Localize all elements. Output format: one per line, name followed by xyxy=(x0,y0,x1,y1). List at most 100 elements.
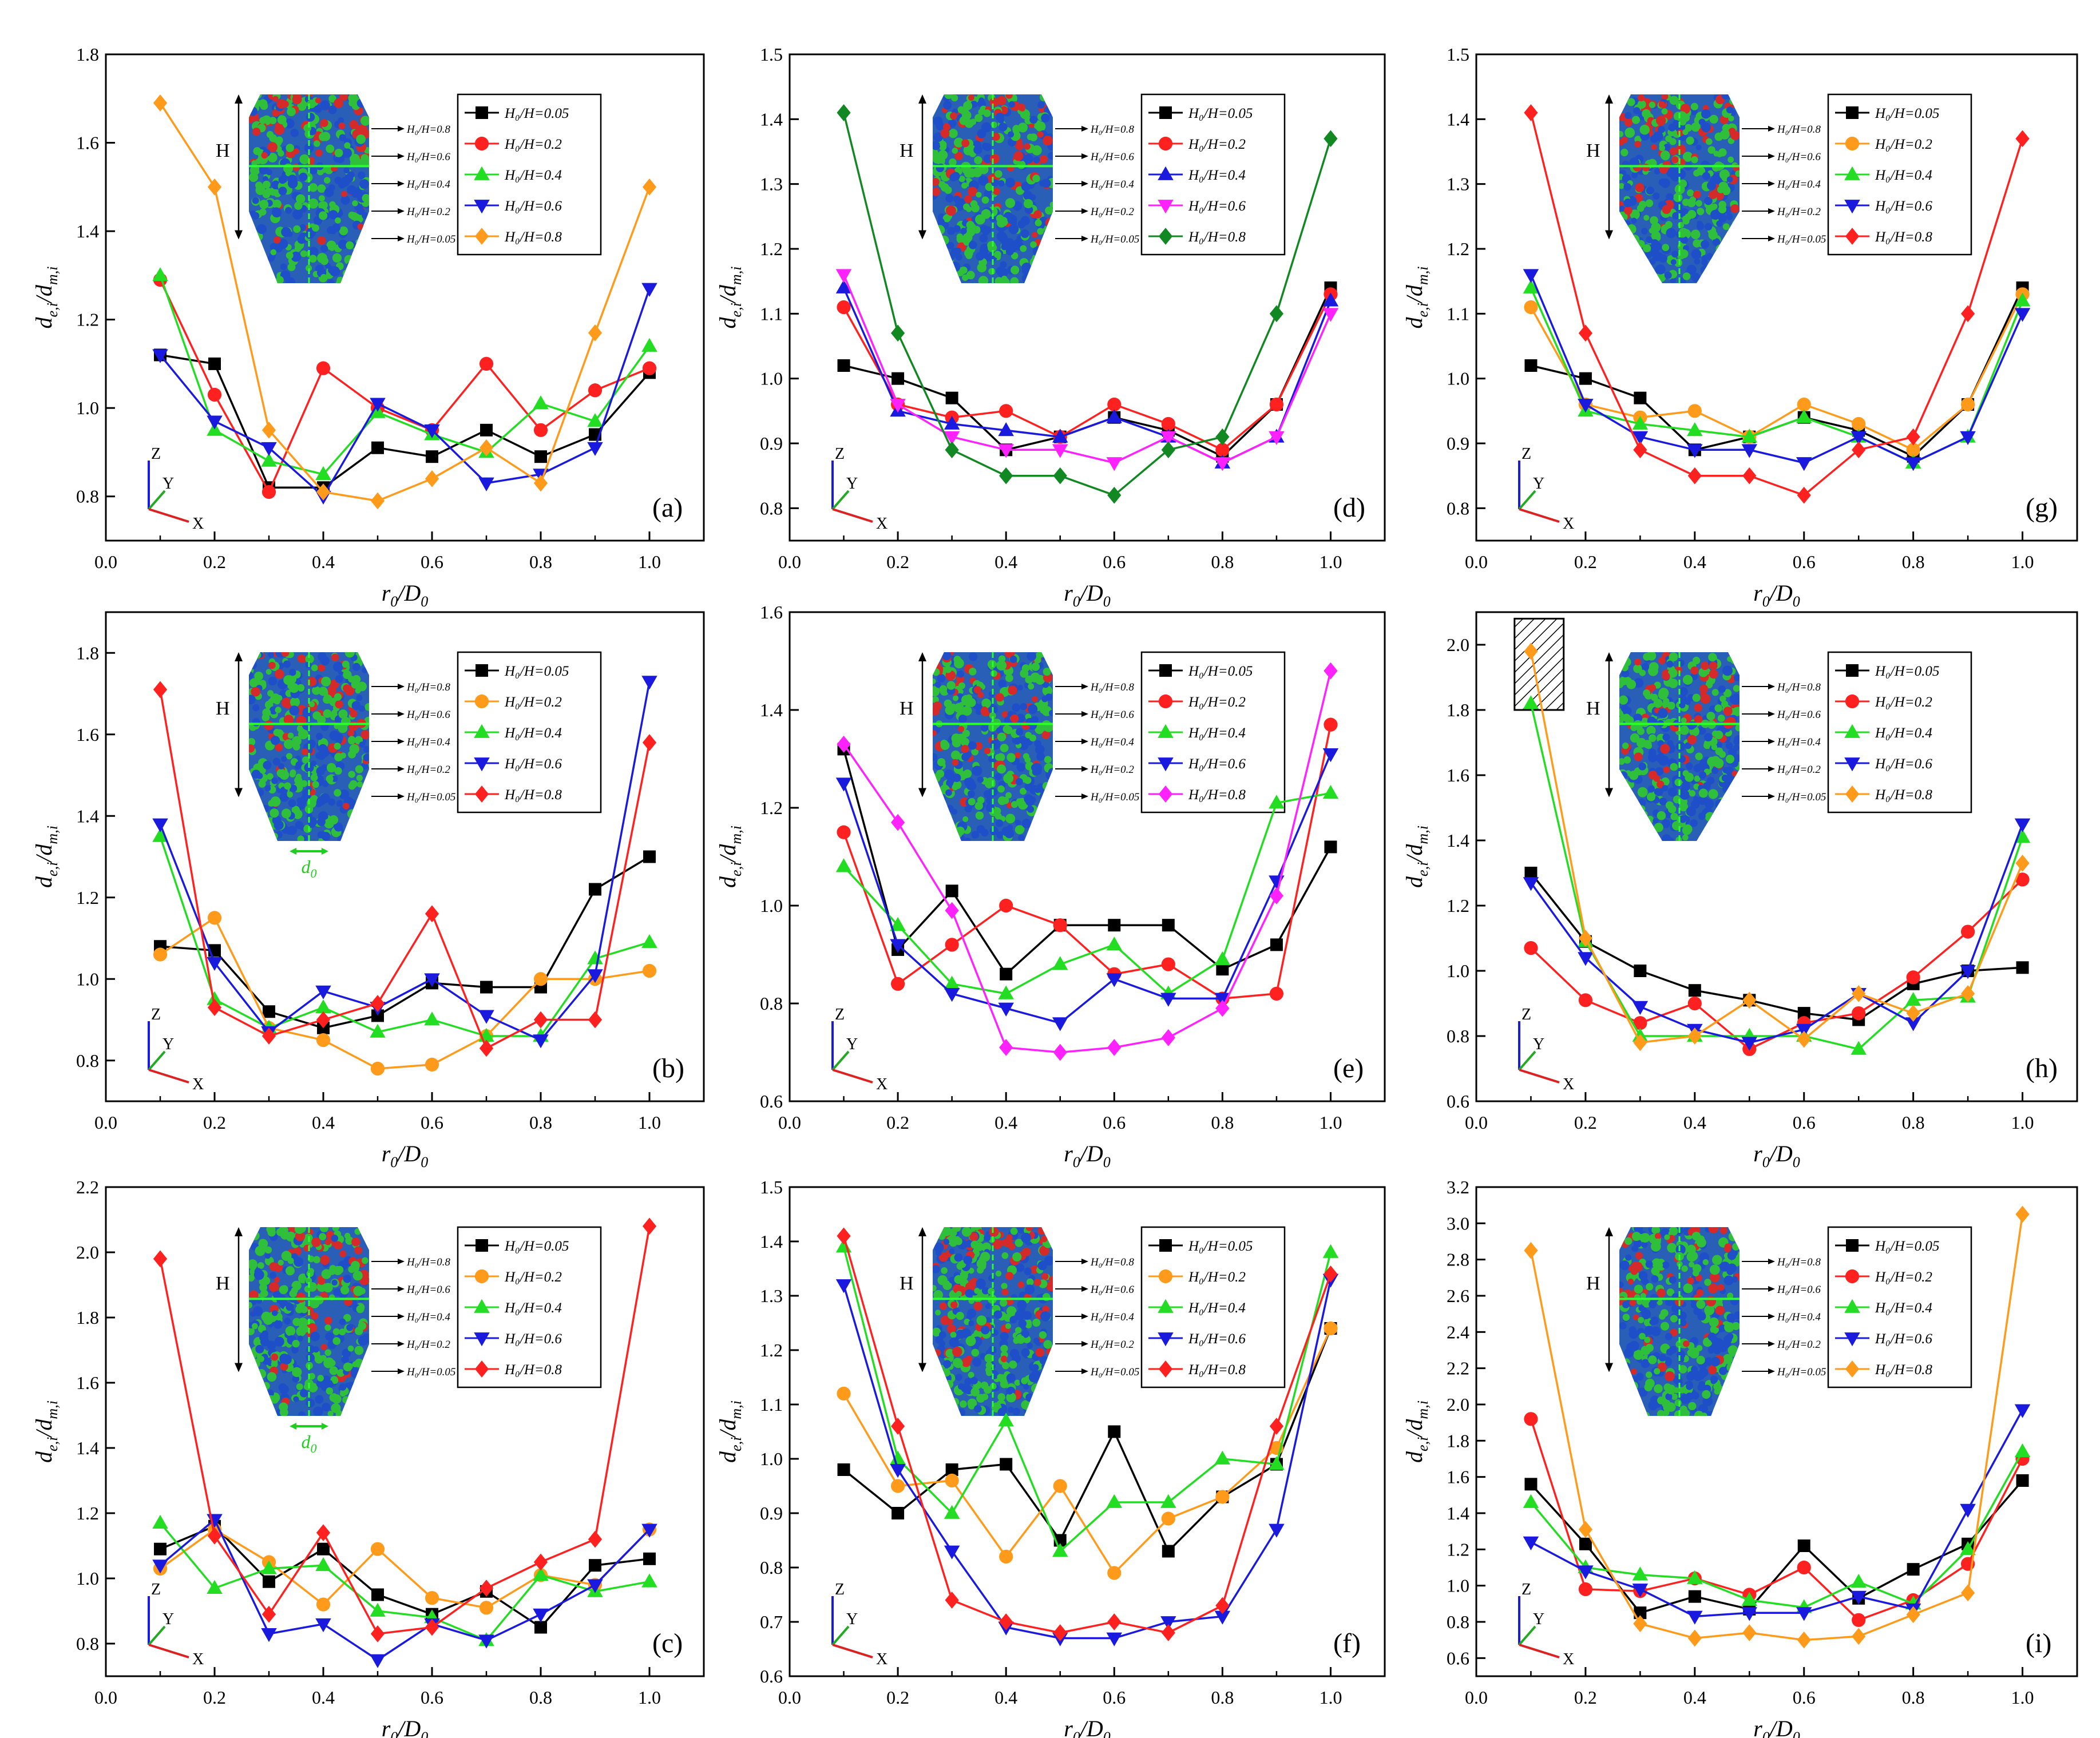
data-point xyxy=(1324,717,1338,732)
legend-entry: H₀/H=0.2 xyxy=(1188,695,1246,710)
level-label: H₀/H=0.6 xyxy=(1777,1284,1821,1296)
data-point xyxy=(1796,457,1812,471)
data-point xyxy=(1742,1624,1757,1641)
data-point xyxy=(533,474,548,492)
y-tick-label: 1.2 xyxy=(76,1503,99,1523)
data-point xyxy=(1053,1479,1067,1493)
data-point xyxy=(587,950,603,965)
legend-entry: H₀/H=0.4 xyxy=(1188,168,1246,183)
data-point xyxy=(1322,1244,1339,1258)
axis-y-label: Y xyxy=(846,475,858,493)
data-point xyxy=(1322,748,1339,763)
data-point xyxy=(425,470,439,487)
data-point xyxy=(478,477,494,491)
x-tick-label: 0.8 xyxy=(529,1112,552,1133)
y-axis-label: de,i/dm,i xyxy=(31,267,61,329)
x-tick-label: 0.2 xyxy=(886,1112,909,1133)
data-point xyxy=(1797,1560,1811,1575)
y-tick-label: 0.6 xyxy=(760,1666,783,1687)
legend-entry: H₀/H=0.4 xyxy=(1188,725,1246,741)
data-point xyxy=(999,898,1013,913)
data-point xyxy=(1523,695,1539,709)
legend-entry: H₀/H=0.2 xyxy=(1188,1269,1246,1285)
axis-z-label: Z xyxy=(835,1581,845,1598)
data-point xyxy=(890,977,905,991)
data-point xyxy=(261,421,276,439)
level-label: H₀/H=0.05 xyxy=(1090,233,1139,245)
data-point xyxy=(1269,1523,1285,1538)
y-tick-label: 1.2 xyxy=(760,239,783,259)
y-tick-label: 1.6 xyxy=(1447,765,1469,785)
data-point xyxy=(1797,1007,1810,1020)
legend: H₀/H=0.05 H₀/H=0.2 H₀/H=0.4 H₀/H=0.6 H₀/H=0.… xyxy=(1140,1226,1286,1388)
x-tick-label: 0.0 xyxy=(778,1687,801,1708)
data-point xyxy=(944,1545,960,1560)
data-point xyxy=(426,450,438,463)
data-point xyxy=(480,981,493,994)
data-point xyxy=(1687,996,1702,1011)
data-point xyxy=(152,818,168,832)
data-point xyxy=(641,676,657,690)
legend-entry: H₀/H=0.05 xyxy=(1875,664,1939,679)
level-label: H₀/H=0.4 xyxy=(1777,736,1821,748)
coordinate-axes-icon: ZY X xyxy=(831,445,887,533)
legend-entry: H₀/H=0.05 xyxy=(1188,106,1253,121)
data-point xyxy=(835,279,852,293)
data-point xyxy=(1742,991,1757,1009)
y-tick-label: 2.2 xyxy=(76,1177,99,1197)
data-point xyxy=(1960,431,1976,445)
axes-frame xyxy=(789,53,1386,542)
y-tick-label: 1.4 xyxy=(76,805,99,826)
data-point xyxy=(1106,973,1123,987)
data-point xyxy=(1107,1566,1122,1580)
level-label: H₀/H=0.8 xyxy=(1090,124,1134,136)
data-point xyxy=(1269,397,1284,412)
x-tick-label: 0.4 xyxy=(312,551,335,572)
data-point xyxy=(642,1217,657,1235)
x-tick-label: 0.8 xyxy=(529,551,552,572)
data-point xyxy=(890,399,906,413)
data-point xyxy=(1108,1425,1121,1438)
data-point xyxy=(478,1010,494,1024)
level-label: H₀/H=0.2 xyxy=(1777,206,1821,218)
data-point xyxy=(1741,1037,1758,1051)
data-point xyxy=(1524,1241,1538,1259)
x-axis-label: r0/D0 xyxy=(1064,1716,1111,1738)
x-tick-label: 1.0 xyxy=(638,1687,661,1708)
legend-entry: H₀/H=0.8 xyxy=(1875,1362,1932,1378)
legend-entry: H₀/H=0.05 xyxy=(1875,106,1939,121)
data-point xyxy=(2015,130,2030,148)
y-tick-label: 1.8 xyxy=(76,1307,99,1328)
data-point xyxy=(370,1542,385,1556)
data-point xyxy=(371,441,384,454)
data-point xyxy=(1215,1490,1230,1504)
y-tick-label: 1.1 xyxy=(1447,303,1469,324)
x-axis-label: r0/D0 xyxy=(382,1716,429,1738)
data-point xyxy=(315,1557,331,1572)
data-point xyxy=(1215,1597,1230,1614)
data-point xyxy=(1579,372,1592,385)
data-point xyxy=(261,1027,276,1045)
axes-frame xyxy=(1475,611,2078,1102)
legend-entry: H₀/H=0.8 xyxy=(504,1362,562,1378)
data-point xyxy=(1053,1624,1067,1641)
y-tick-label: 1.5 xyxy=(1447,44,1469,65)
series xyxy=(1524,104,2030,504)
legend-entry: H₀/H=0.6 xyxy=(1875,756,1932,772)
x-tick-label: 1.0 xyxy=(638,551,661,572)
y-tick-label: 1.4 xyxy=(76,1438,99,1458)
data-point xyxy=(1579,1537,1592,1550)
y-tick-label: 1.0 xyxy=(1447,961,1469,981)
axis-x-label: X xyxy=(1563,1076,1574,1093)
series-line xyxy=(1530,651,2024,1044)
y-tick-label: 1.0 xyxy=(76,1568,99,1589)
data-point xyxy=(1161,1029,1175,1046)
data-point xyxy=(1106,409,1123,423)
data-point xyxy=(1852,441,1866,459)
data-point xyxy=(643,1552,656,1565)
data-point xyxy=(1214,993,1231,1007)
chart-panel: 0.0 0.2 0.4 0.6 0.8 1.0 0.6 0.7 0.8 0.9 1.0 1.1 1.2 1… xyxy=(715,1177,1386,1738)
axis-y-label: Y xyxy=(846,1610,858,1628)
data-point xyxy=(315,999,331,1014)
